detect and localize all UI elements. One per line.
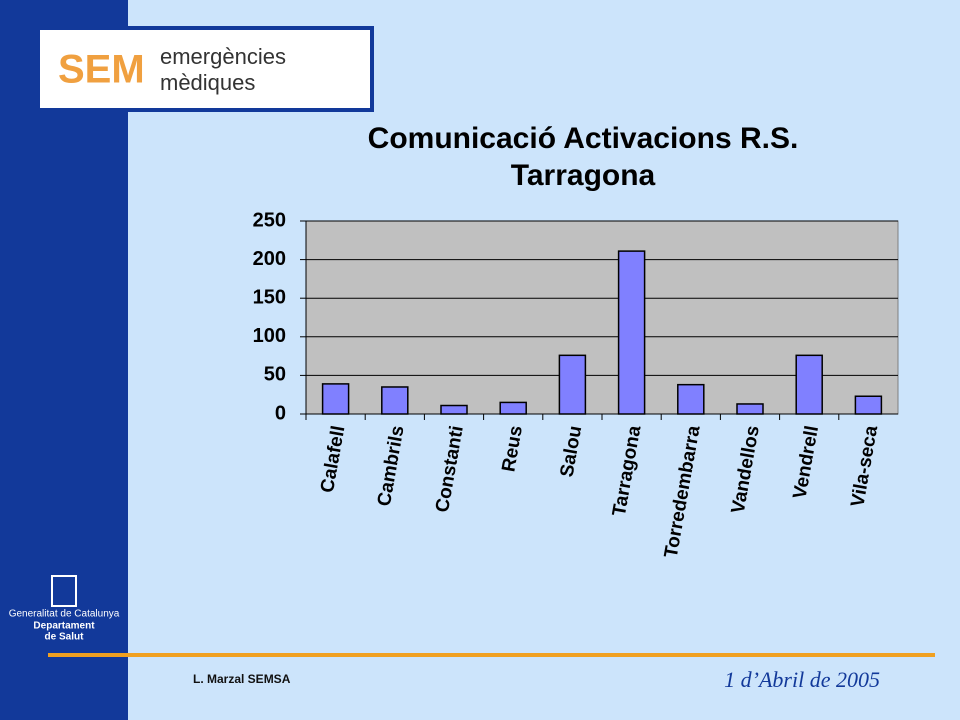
author: L. Marzal SEMSA [193,672,291,686]
logo-text: emergències [160,44,286,69]
bar [440,404,468,415]
y-tick-label: 100 [253,325,286,347]
chart-title: Comunicació Activacions R.S. [368,122,799,155]
institution-emblem [51,575,77,607]
y-tick-label: 250 [253,209,286,231]
date: 1 d’Abril de 2005 [724,667,880,692]
y-tick-label: 200 [253,248,286,270]
logo-mark: SEM [58,48,145,92]
logo-box [36,26,374,112]
y-tick-label: 50 [264,364,286,386]
y-tick-label: 0 [275,402,286,424]
bar [558,354,587,415]
chart-title: Tarragona [511,159,656,192]
side-band [0,0,128,720]
bar [617,250,646,415]
bar [677,383,705,415]
logo-text: mèdiques [160,70,255,95]
bar [499,401,527,415]
y-tick-label: 150 [253,286,286,308]
bar [854,395,883,415]
bar [321,383,350,415]
bar [381,386,409,415]
bar [795,354,823,415]
bar [736,403,764,415]
institution-text: Departament [33,621,95,632]
institution-text: Generalitat de Catalunya [9,609,120,620]
institution-text: de Salut [45,632,85,643]
